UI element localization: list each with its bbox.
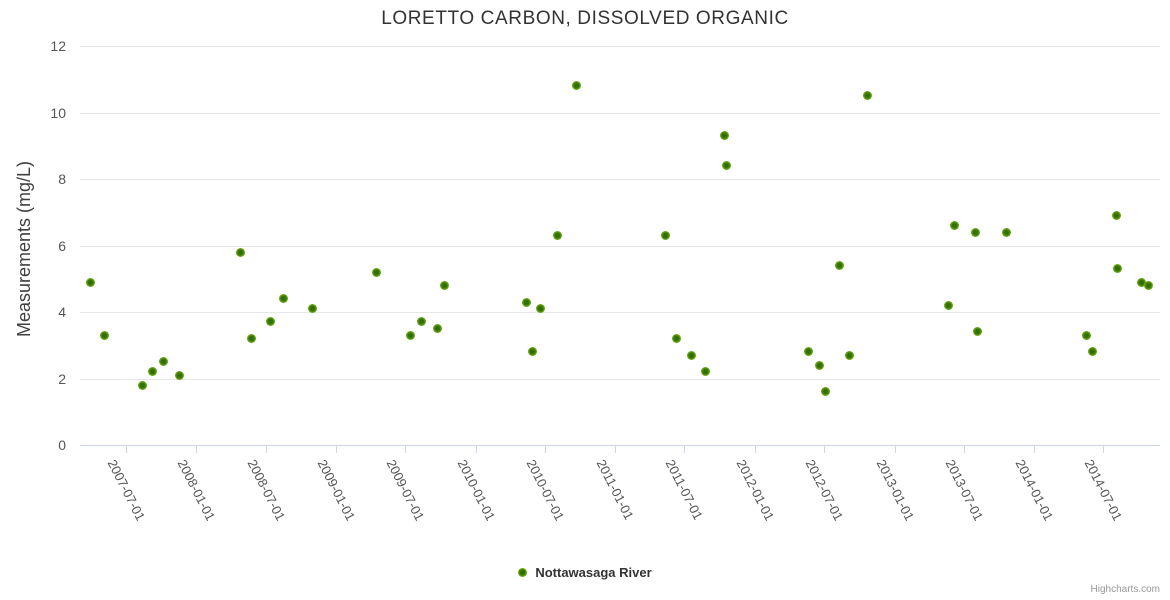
data-point[interactable] (246, 334, 256, 344)
data-point[interactable] (308, 304, 318, 314)
chart-title: LORETTO CARBON, DISSOLVED ORGANIC (381, 8, 789, 29)
data-point[interactable] (821, 387, 831, 397)
x-axis-line (80, 445, 1160, 446)
data-point[interactable] (660, 231, 670, 241)
x-axis-tick (335, 445, 337, 453)
x-axis-tick (196, 445, 198, 453)
data-point[interactable] (671, 334, 681, 344)
x-axis-tick (265, 445, 267, 453)
data-point[interactable] (1088, 347, 1098, 357)
data-point[interactable] (722, 161, 732, 171)
data-point[interactable] (553, 231, 563, 241)
data-point[interactable] (845, 350, 855, 360)
x-axis-label: 2009-07-01 (383, 457, 428, 524)
gridline (80, 179, 1160, 180)
data-point[interactable] (949, 221, 959, 231)
gridline (80, 378, 1160, 380)
data-point[interactable] (158, 357, 168, 367)
data-point[interactable] (535, 304, 545, 314)
x-axis-label: 2009-01-01 (314, 457, 359, 524)
data-point[interactable] (971, 227, 981, 237)
data-point[interactable] (147, 367, 157, 377)
data-point[interactable] (522, 297, 532, 307)
x-axis-label: 2011-01-01 (593, 457, 637, 523)
x-axis-label: 2013-01-01 (873, 457, 917, 524)
gridline (80, 46, 1160, 47)
data-point[interactable] (943, 300, 953, 310)
data-point[interactable] (439, 280, 449, 290)
data-point[interactable] (433, 324, 443, 334)
data-point[interactable] (701, 367, 711, 377)
x-axis-tick (475, 445, 477, 453)
data-point[interactable] (572, 81, 582, 91)
y-axis-label: 8 (58, 171, 66, 187)
data-point[interactable] (1111, 211, 1121, 221)
x-axis-label: 2007-07-01 (104, 457, 148, 524)
data-point[interactable] (719, 131, 729, 141)
x-axis-label: 2014-01-01 (1012, 457, 1057, 524)
x-axis-tick (1103, 445, 1105, 453)
data-point[interactable] (834, 260, 844, 270)
data-point[interactable] (804, 347, 814, 357)
x-axis-tick (894, 445, 896, 453)
x-axis-tick (754, 445, 756, 453)
legend-item-nottawasaga-river[interactable]: Nottawasaga River (0, 562, 1170, 582)
data-point[interactable] (973, 327, 983, 337)
data-point[interactable] (99, 330, 109, 340)
x-axis-label: 2008-07-01 (244, 457, 288, 524)
data-point[interactable] (1081, 330, 1091, 340)
y-axis-label: 0 (58, 437, 66, 453)
x-axis-tick (1034, 445, 1036, 453)
data-point[interactable] (279, 294, 289, 304)
y-axis-label: 2 (58, 370, 66, 387)
x-axis-tick (405, 445, 407, 453)
data-point[interactable] (1137, 277, 1147, 287)
data-point[interactable] (406, 330, 416, 340)
x-axis-label: 2011-07-01 (662, 457, 707, 523)
x-axis-tick (684, 445, 686, 453)
y-axis-label: 6 (58, 237, 66, 254)
x-axis-label: 2010-07-01 (523, 457, 567, 524)
x-axis-label: 2012-01-01 (733, 457, 777, 524)
x-axis-label: 2014-07-01 (1081, 457, 1126, 524)
x-axis-label: 2010-01-01 (454, 457, 498, 524)
gridline (80, 312, 1160, 313)
data-point[interactable] (174, 370, 184, 380)
x-axis-label: 2013-07-01 (942, 457, 986, 524)
data-point[interactable] (863, 91, 873, 101)
data-point[interactable] (138, 380, 148, 390)
gridline (80, 112, 1160, 114)
x-axis-tick (544, 445, 546, 453)
data-point[interactable] (687, 350, 697, 360)
y-axis-label: 12 (50, 38, 66, 54)
data-point[interactable] (235, 247, 245, 257)
data-point[interactable] (1001, 227, 1011, 237)
x-axis-tick (615, 445, 617, 453)
data-point[interactable] (266, 317, 276, 327)
highcharts-credits-link[interactable]: Highcharts.com (1090, 584, 1160, 595)
data-point[interactable] (527, 347, 537, 357)
x-axis-label: 2008-01-01 (174, 457, 219, 524)
legend-label: Nottawasaga River (535, 564, 652, 580)
data-point[interactable] (372, 267, 382, 277)
y-axis-label: 4 (58, 304, 66, 320)
data-point[interactable] (86, 277, 96, 287)
data-point[interactable] (1113, 264, 1123, 274)
legend-marker-icon (518, 567, 528, 577)
x-axis-label: 2012-07-01 (802, 457, 847, 524)
x-axis-tick (125, 445, 127, 453)
y-axis-label: 10 (50, 104, 66, 121)
data-point[interactable] (1144, 280, 1154, 290)
x-axis-tick (963, 445, 965, 453)
gridline (80, 245, 1160, 247)
data-point[interactable] (417, 317, 427, 327)
data-point[interactable] (815, 360, 825, 370)
x-axis-tick (824, 445, 826, 453)
